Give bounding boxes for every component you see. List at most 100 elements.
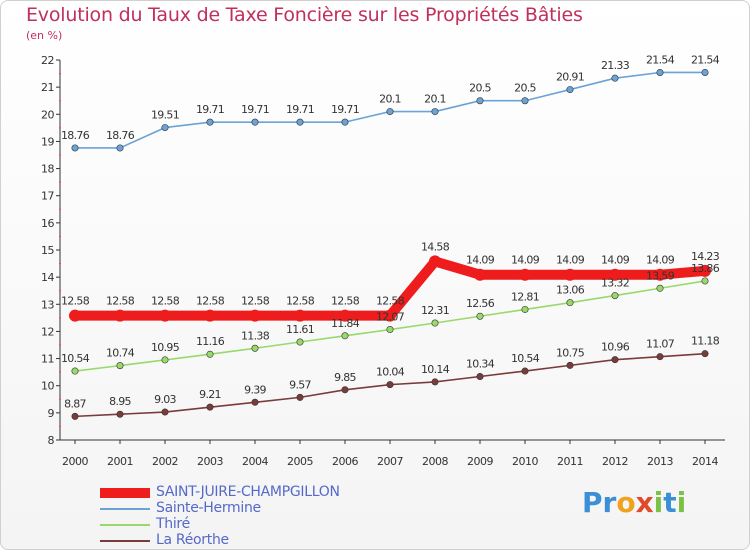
data-point bbox=[611, 292, 619, 300]
data-point bbox=[429, 255, 441, 268]
data-point bbox=[656, 284, 664, 292]
data-point bbox=[566, 299, 574, 307]
data-point bbox=[296, 338, 304, 346]
y-tick-label: 20 bbox=[41, 108, 54, 121]
data-point bbox=[71, 367, 79, 375]
data-label: 20.5 bbox=[469, 82, 491, 95]
x-tick-label: 2011 bbox=[557, 455, 583, 468]
x-tick-label: 2007 bbox=[377, 455, 403, 468]
data-point bbox=[431, 378, 439, 386]
chart-axes: 8 9 10 11 12 13 14 15 16 17 18 19 20 21 22 2000 2001 2002… bbox=[41, 54, 725, 468]
data-label: 20.1 bbox=[424, 93, 446, 106]
data-label: 12.58 bbox=[61, 295, 90, 308]
data-label: 10.75 bbox=[556, 346, 585, 359]
data-label: 11.18 bbox=[691, 335, 720, 348]
data-label: 21.33 bbox=[601, 59, 630, 72]
data-point bbox=[566, 86, 574, 94]
chart-legend: SAINT-JUIRE-CHAMPGILLON Sainte-Hermine Thi… bbox=[100, 484, 400, 549]
y-minor-tick bbox=[59, 181, 61, 184]
legend-swatch bbox=[100, 508, 150, 510]
data-point bbox=[521, 305, 529, 313]
data-label: 9.85 bbox=[334, 371, 356, 384]
data-point bbox=[161, 124, 169, 132]
data-label: 14.09 bbox=[646, 254, 675, 267]
legend-swatch bbox=[100, 488, 150, 498]
data-label: 18.76 bbox=[61, 129, 90, 142]
legend-swatch bbox=[100, 540, 150, 542]
y-minor-tick bbox=[59, 316, 61, 319]
legend-item: La Réorthe bbox=[100, 532, 400, 549]
data-label: 10.96 bbox=[601, 341, 630, 354]
y-tick-label: 10 bbox=[41, 380, 54, 393]
legend-item: SAINT-JUIRE-CHAMPGILLON bbox=[100, 484, 400, 501]
y-minor-tick bbox=[59, 398, 61, 401]
y-tick-label: 16 bbox=[41, 217, 54, 230]
data-point bbox=[386, 108, 394, 116]
data-label: 11.16 bbox=[196, 335, 225, 348]
data-label: 18.76 bbox=[106, 129, 135, 142]
data-label: 9.57 bbox=[289, 378, 311, 391]
data-point bbox=[701, 68, 709, 76]
x-tick-label: 2009 bbox=[467, 455, 493, 468]
y-minor-tick bbox=[59, 344, 61, 346]
data-point bbox=[116, 144, 124, 152]
data-point bbox=[296, 118, 304, 126]
y-minor-tick bbox=[59, 371, 61, 374]
x-tick-label: 2013 bbox=[647, 455, 673, 468]
data-label: 10.14 bbox=[421, 363, 450, 376]
y-tick-label: 22 bbox=[41, 54, 54, 67]
data-label: 12.81 bbox=[511, 290, 539, 303]
chart-title: Evolution du Taux de Taxe Foncière sur l… bbox=[26, 4, 583, 26]
data-label: 12.58 bbox=[106, 295, 135, 308]
y-minor-tick bbox=[59, 289, 61, 292]
legend-item: Thiré bbox=[100, 516, 400, 533]
data-point bbox=[69, 309, 81, 322]
data-label: 12.31 bbox=[421, 304, 449, 317]
logo-letter: r bbox=[602, 486, 617, 519]
data-label: 14.09 bbox=[556, 254, 585, 267]
y-tick-label: 13 bbox=[41, 298, 54, 311]
data-label: 10.74 bbox=[106, 347, 135, 360]
data-point bbox=[206, 350, 214, 358]
chart-unit-label: (en %) bbox=[26, 29, 63, 42]
data-point bbox=[431, 108, 439, 116]
data-point bbox=[159, 309, 171, 322]
data-label: 8.95 bbox=[109, 395, 131, 408]
data-point bbox=[701, 350, 709, 358]
logo-letter: i bbox=[676, 486, 687, 519]
data-point bbox=[114, 309, 126, 322]
data-label: 10.54 bbox=[61, 352, 90, 365]
y-minor-tick bbox=[59, 262, 61, 265]
x-tick-label: 2001 bbox=[107, 455, 133, 468]
data-point bbox=[656, 353, 664, 361]
y-minor-tick bbox=[59, 126, 61, 129]
data-label: 10.95 bbox=[151, 341, 180, 354]
x-tick-label: 2000 bbox=[62, 455, 88, 468]
data-label: 11.84 bbox=[331, 317, 360, 330]
data-point bbox=[386, 381, 394, 389]
data-point bbox=[161, 408, 169, 416]
logo-letter: o bbox=[616, 486, 636, 519]
data-point bbox=[609, 268, 621, 281]
logo-letter: P bbox=[582, 486, 603, 519]
data-point bbox=[161, 356, 169, 364]
data-label: 12.07 bbox=[376, 311, 405, 324]
y-tick-label: 12 bbox=[41, 325, 54, 338]
data-label: 10.34 bbox=[466, 357, 495, 370]
data-label: 20.1 bbox=[379, 93, 401, 106]
data-label: 9.21 bbox=[199, 388, 221, 401]
data-point bbox=[519, 268, 531, 281]
x-tick-label: 2014 bbox=[692, 455, 718, 468]
data-label: 20.91 bbox=[556, 71, 584, 84]
data-point bbox=[116, 362, 124, 370]
data-label: 9.03 bbox=[154, 393, 176, 406]
y-tick-label: 17 bbox=[41, 190, 54, 203]
data-label: 9.39 bbox=[244, 383, 266, 396]
data-label: 10.54 bbox=[511, 352, 540, 365]
data-label: 11.61 bbox=[286, 323, 314, 336]
legend-label: Sainte-Hermine bbox=[156, 500, 261, 516]
data-point bbox=[566, 361, 574, 369]
y-tick-label: 14 bbox=[41, 271, 54, 284]
data-point bbox=[521, 97, 529, 105]
